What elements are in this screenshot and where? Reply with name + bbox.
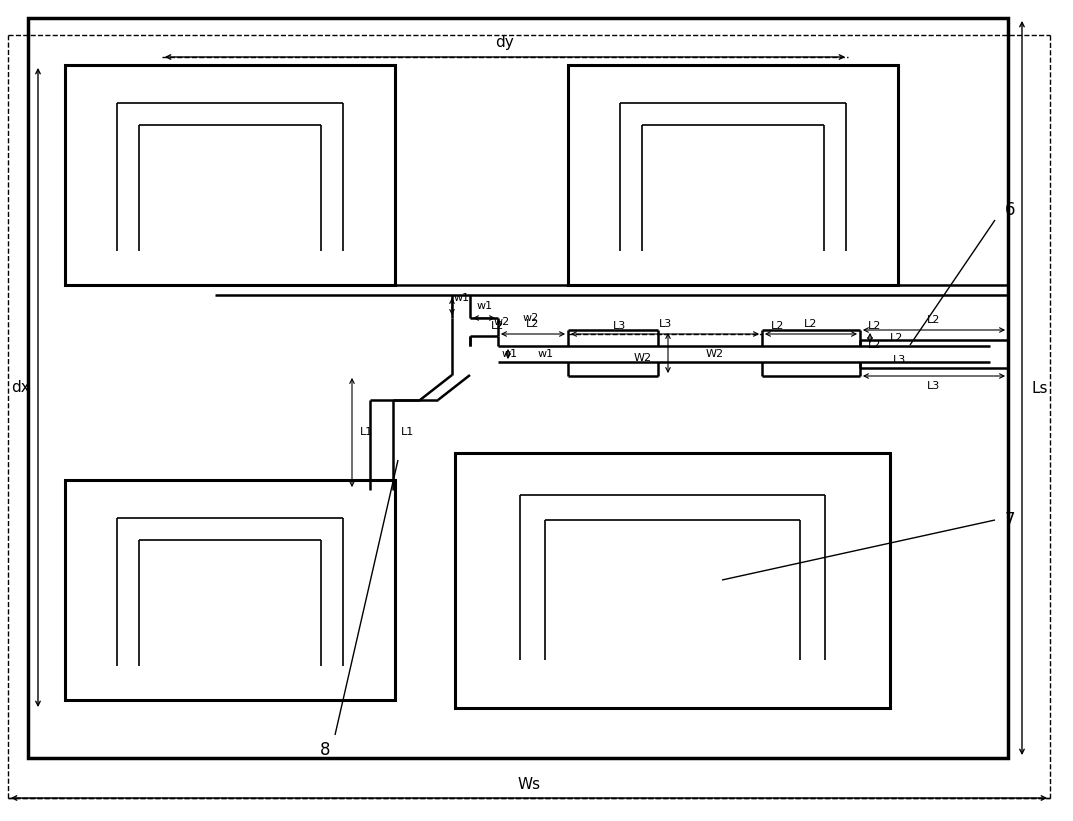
Bar xyxy=(568,65,898,285)
Text: L2: L2 xyxy=(868,321,882,331)
Text: L2: L2 xyxy=(927,315,941,325)
Bar xyxy=(455,453,890,708)
Text: w1: w1 xyxy=(502,349,518,359)
Text: L2: L2 xyxy=(890,333,903,343)
Text: L3: L3 xyxy=(614,321,627,331)
Bar xyxy=(65,65,395,285)
Text: L2: L2 xyxy=(805,319,818,329)
Text: L2: L2 xyxy=(527,319,540,329)
Text: L1: L1 xyxy=(401,427,414,437)
Text: Ls: Ls xyxy=(1032,380,1048,396)
Text: Ws: Ws xyxy=(517,777,541,791)
Text: L2: L2 xyxy=(491,321,504,331)
Bar xyxy=(65,480,395,700)
Text: dx: dx xyxy=(11,379,29,395)
Text: w1: w1 xyxy=(477,301,494,311)
Text: w2: w2 xyxy=(523,313,540,323)
Text: L3: L3 xyxy=(659,319,672,329)
Text: L3: L3 xyxy=(927,381,941,391)
Text: w1: w1 xyxy=(538,349,554,359)
Text: L3: L3 xyxy=(894,355,907,365)
Text: L2: L2 xyxy=(771,321,784,331)
Text: W2: W2 xyxy=(634,353,652,363)
Text: 7: 7 xyxy=(1004,511,1015,529)
Text: L2: L2 xyxy=(868,340,882,350)
Text: dy: dy xyxy=(496,34,514,49)
Text: L1: L1 xyxy=(361,427,373,437)
Text: W2: W2 xyxy=(706,349,724,359)
Text: 8: 8 xyxy=(320,741,330,759)
Text: 6: 6 xyxy=(1004,201,1015,219)
Text: w2: w2 xyxy=(494,317,510,327)
Text: w1: w1 xyxy=(454,293,470,303)
